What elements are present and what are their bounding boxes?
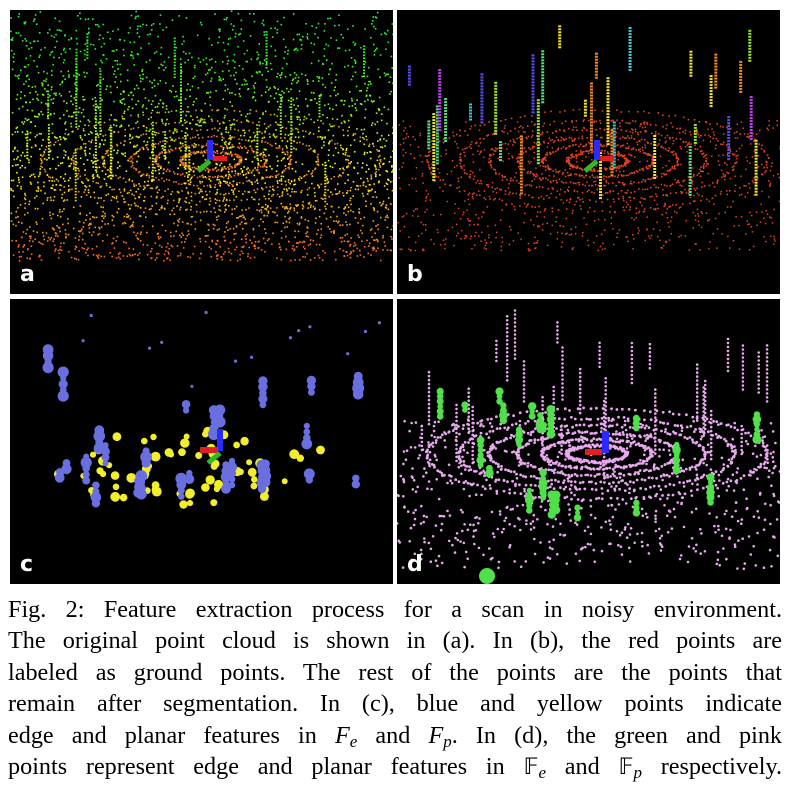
panel-label-b: b [407, 262, 423, 287]
point-cloud-d [397, 309, 780, 584]
caption-line-1: Fig. 2: Feature extraction process for a… [8, 596, 782, 623]
symbol-BB-F-p: 𝔽p [618, 753, 642, 782]
panel-d-feature-points: d [397, 299, 780, 584]
caption-line-2: The original point cloud is shown in (a)… [8, 627, 782, 655]
caption-line-6-pre: points represent edge and planar feature… [8, 752, 505, 780]
point-cloud-a [10, 10, 393, 262]
panel-a-original-point-cloud: a [10, 10, 393, 294]
caption-line-5-text: edge and planar features in [8, 721, 317, 749]
figure: a b c d [10, 10, 780, 584]
caption-line-4: remain after segmentation. In (c), blue … [8, 690, 782, 718]
caption-line-5: edge and planar features in Fe and Fp. I… [8, 721, 783, 751]
panel-label-c: c [20, 552, 34, 577]
panel-c-feature-points: c [10, 299, 393, 584]
caption-line-6: points represent edge and planar feature… [8, 751, 782, 782]
panel-b-segmented-point-cloud: b [397, 10, 780, 294]
panel-label-a: a [20, 262, 35, 287]
caption-line-3: labeled as ground points. The rest of th… [8, 658, 782, 686]
point-cloud-b [397, 25, 780, 252]
caption-and-1: and [375, 721, 411, 749]
caption-and-2: and [564, 752, 600, 780]
symbol-F-e: Fe [334, 721, 358, 751]
panel-label-d: d [407, 552, 423, 577]
symbol-BB-F-e: 𝔽e [523, 753, 546, 782]
figure-caption: Fig. 2: Feature extraction process for a… [8, 594, 782, 782]
point-cloud-c [42, 310, 381, 509]
symbol-F-p: Fp [428, 721, 452, 751]
caption-line-6-post: respectively. [660, 752, 783, 780]
